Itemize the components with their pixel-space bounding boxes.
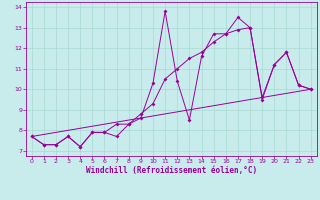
X-axis label: Windchill (Refroidissement éolien,°C): Windchill (Refroidissement éolien,°C) <box>86 166 257 175</box>
